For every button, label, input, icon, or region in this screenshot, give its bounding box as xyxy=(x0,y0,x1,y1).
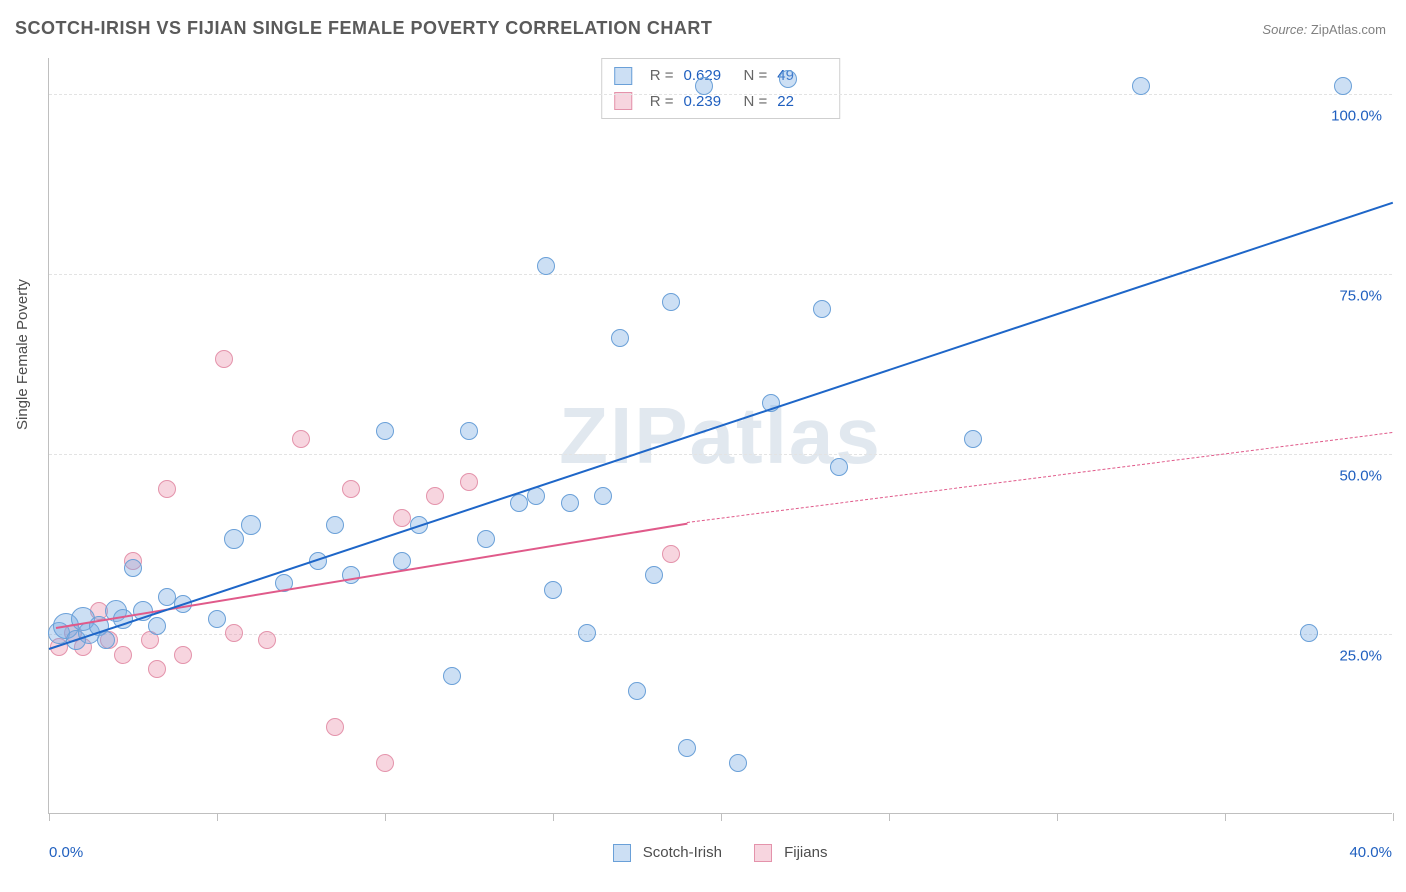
data-point-a xyxy=(477,530,495,548)
data-point-b xyxy=(174,646,192,664)
data-point-b xyxy=(215,350,233,368)
x-tick xyxy=(889,813,890,821)
data-point-a xyxy=(97,631,115,649)
data-point-b xyxy=(342,480,360,498)
x-tick xyxy=(49,813,50,821)
data-point-b xyxy=(292,430,310,448)
x-tick xyxy=(553,813,554,821)
data-point-a xyxy=(148,617,166,635)
chart-plot-area: ZIPatlas R = 0.629 N = 49 R = 0.239 N = … xyxy=(48,58,1392,814)
x-tick xyxy=(1393,813,1394,821)
data-point-a xyxy=(964,430,982,448)
data-point-a xyxy=(662,293,680,311)
data-point-a xyxy=(1300,624,1318,642)
data-point-a xyxy=(645,566,663,584)
x-tick xyxy=(1057,813,1058,821)
y-tick-label: 100.0% xyxy=(1331,108,1382,125)
data-point-a xyxy=(342,566,360,584)
y-axis-label: Single Female Poverty xyxy=(14,279,31,430)
x-tick xyxy=(721,813,722,821)
x-tick xyxy=(217,813,218,821)
n-label: N = xyxy=(744,63,768,89)
data-point-b xyxy=(148,660,166,678)
gridline-h xyxy=(49,274,1392,275)
data-point-a xyxy=(1132,77,1150,95)
data-point-a xyxy=(241,515,261,535)
legend-label-a: Scotch-Irish xyxy=(643,844,722,861)
data-point-a xyxy=(393,552,411,570)
y-tick-label: 75.0% xyxy=(1339,288,1382,305)
n-label: N = xyxy=(744,89,768,115)
data-point-a xyxy=(628,682,646,700)
data-point-a xyxy=(779,70,797,88)
data-point-a xyxy=(224,529,244,549)
data-point-a xyxy=(158,588,176,606)
data-point-b xyxy=(225,624,243,642)
data-point-b xyxy=(393,509,411,527)
data-point-b xyxy=(460,473,478,491)
trend-line xyxy=(687,432,1393,523)
legend-item-a: Scotch-Irish xyxy=(613,844,722,862)
legend-label-b: Fijians xyxy=(784,844,827,861)
chart-title: SCOTCH-IRISH VS FIJIAN SINGLE FEMALE POV… xyxy=(15,18,712,39)
data-point-b xyxy=(662,545,680,563)
correlation-legend: R = 0.629 N = 49 R = 0.239 N = 22 xyxy=(601,58,841,119)
data-point-a xyxy=(695,77,713,95)
chart-plot-frame: ZIPatlas R = 0.629 N = 49 R = 0.239 N = … xyxy=(48,58,1392,814)
source-label: Source: xyxy=(1262,22,1307,37)
data-point-b xyxy=(326,718,344,736)
y-tick-label: 50.0% xyxy=(1339,468,1382,485)
data-point-a xyxy=(830,458,848,476)
x-tick xyxy=(385,813,386,821)
trend-line xyxy=(49,202,1394,650)
data-point-b xyxy=(114,646,132,664)
data-point-a xyxy=(460,422,478,440)
legend-item-b: Fijians xyxy=(754,844,828,862)
swatch-series-b-icon xyxy=(754,844,772,862)
x-tick xyxy=(1225,813,1226,821)
data-point-b xyxy=(258,631,276,649)
data-point-a xyxy=(376,422,394,440)
gridline-h xyxy=(49,634,1392,635)
n-value-b: 22 xyxy=(777,89,827,115)
trend-line xyxy=(56,522,688,628)
swatch-series-a-icon xyxy=(614,67,632,85)
data-point-a xyxy=(678,739,696,757)
data-point-a xyxy=(544,581,562,599)
data-point-a xyxy=(611,329,629,347)
y-tick-label: 25.0% xyxy=(1339,648,1382,665)
data-point-b xyxy=(426,487,444,505)
swatch-series-a-icon xyxy=(613,844,631,862)
source-value: ZipAtlas.com xyxy=(1311,22,1386,37)
data-point-a xyxy=(510,494,528,512)
correlation-legend-row-b: R = 0.239 N = 22 xyxy=(614,89,828,115)
gridline-h xyxy=(49,454,1392,455)
data-point-b xyxy=(376,754,394,772)
source-attribution: Source: ZipAtlas.com xyxy=(1262,22,1386,37)
data-point-a xyxy=(443,667,461,685)
r-label: R = xyxy=(650,63,674,89)
data-point-a xyxy=(813,300,831,318)
data-point-a xyxy=(729,754,747,772)
data-point-a xyxy=(594,487,612,505)
data-point-a xyxy=(208,610,226,628)
data-point-b xyxy=(158,480,176,498)
data-point-a xyxy=(326,516,344,534)
data-point-a xyxy=(537,257,555,275)
data-point-a xyxy=(561,494,579,512)
r-label: R = xyxy=(650,89,674,115)
gridline-h xyxy=(49,94,1392,95)
data-point-a xyxy=(1334,77,1352,95)
data-point-a xyxy=(578,624,596,642)
data-point-a xyxy=(124,559,142,577)
series-legend: Scotch-Irish Fijians xyxy=(48,844,1392,862)
